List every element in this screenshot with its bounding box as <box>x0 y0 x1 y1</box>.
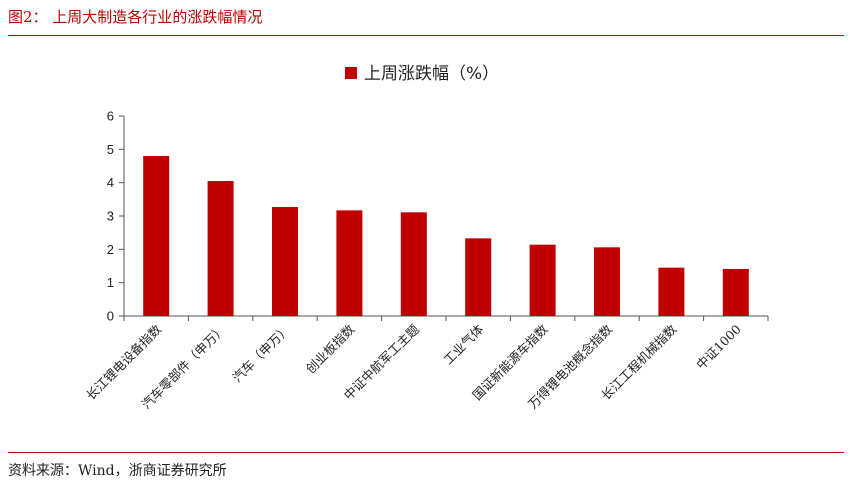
x-tick-label: 创业板指数 <box>303 321 358 376</box>
x-tick-label: 中证1000 <box>693 321 744 372</box>
y-tick-label: 2 <box>107 242 114 257</box>
legend-label: 上周涨跌幅（%） <box>364 64 499 84</box>
x-tick-label: 汽车（申万） <box>229 322 293 386</box>
bar <box>336 210 363 316</box>
chart-legend: 上周涨跌幅（%） <box>345 64 499 84</box>
bar <box>722 269 749 316</box>
y-tick-label: 5 <box>107 142 114 157</box>
figure-title: 图2： 上周大制造各行业的涨跌幅情况 <box>8 8 263 26</box>
bar <box>207 181 234 316</box>
x-tick-label: 工业气体 <box>440 321 486 367</box>
top-divider <box>8 35 844 36</box>
source-note: 资料来源：Wind，浙商证券研究所 <box>8 463 227 479</box>
bar <box>465 238 492 316</box>
bar <box>658 267 685 316</box>
y-tick-label: 6 <box>107 109 114 124</box>
legend-swatch <box>345 67 357 79</box>
bar <box>594 247 620 316</box>
y-tick-label: 1 <box>107 275 114 290</box>
bar <box>529 244 556 316</box>
bar <box>400 212 427 316</box>
y-tick-label: 3 <box>107 209 114 224</box>
bar <box>143 156 170 316</box>
bar-series <box>143 156 749 316</box>
bar <box>272 207 298 316</box>
y-axis: 0 1 2 3 4 5 6 <box>107 109 125 324</box>
bottom-divider <box>8 452 844 453</box>
y-tick-label: 0 <box>107 309 114 324</box>
y-tick-label: 4 <box>107 175 114 190</box>
